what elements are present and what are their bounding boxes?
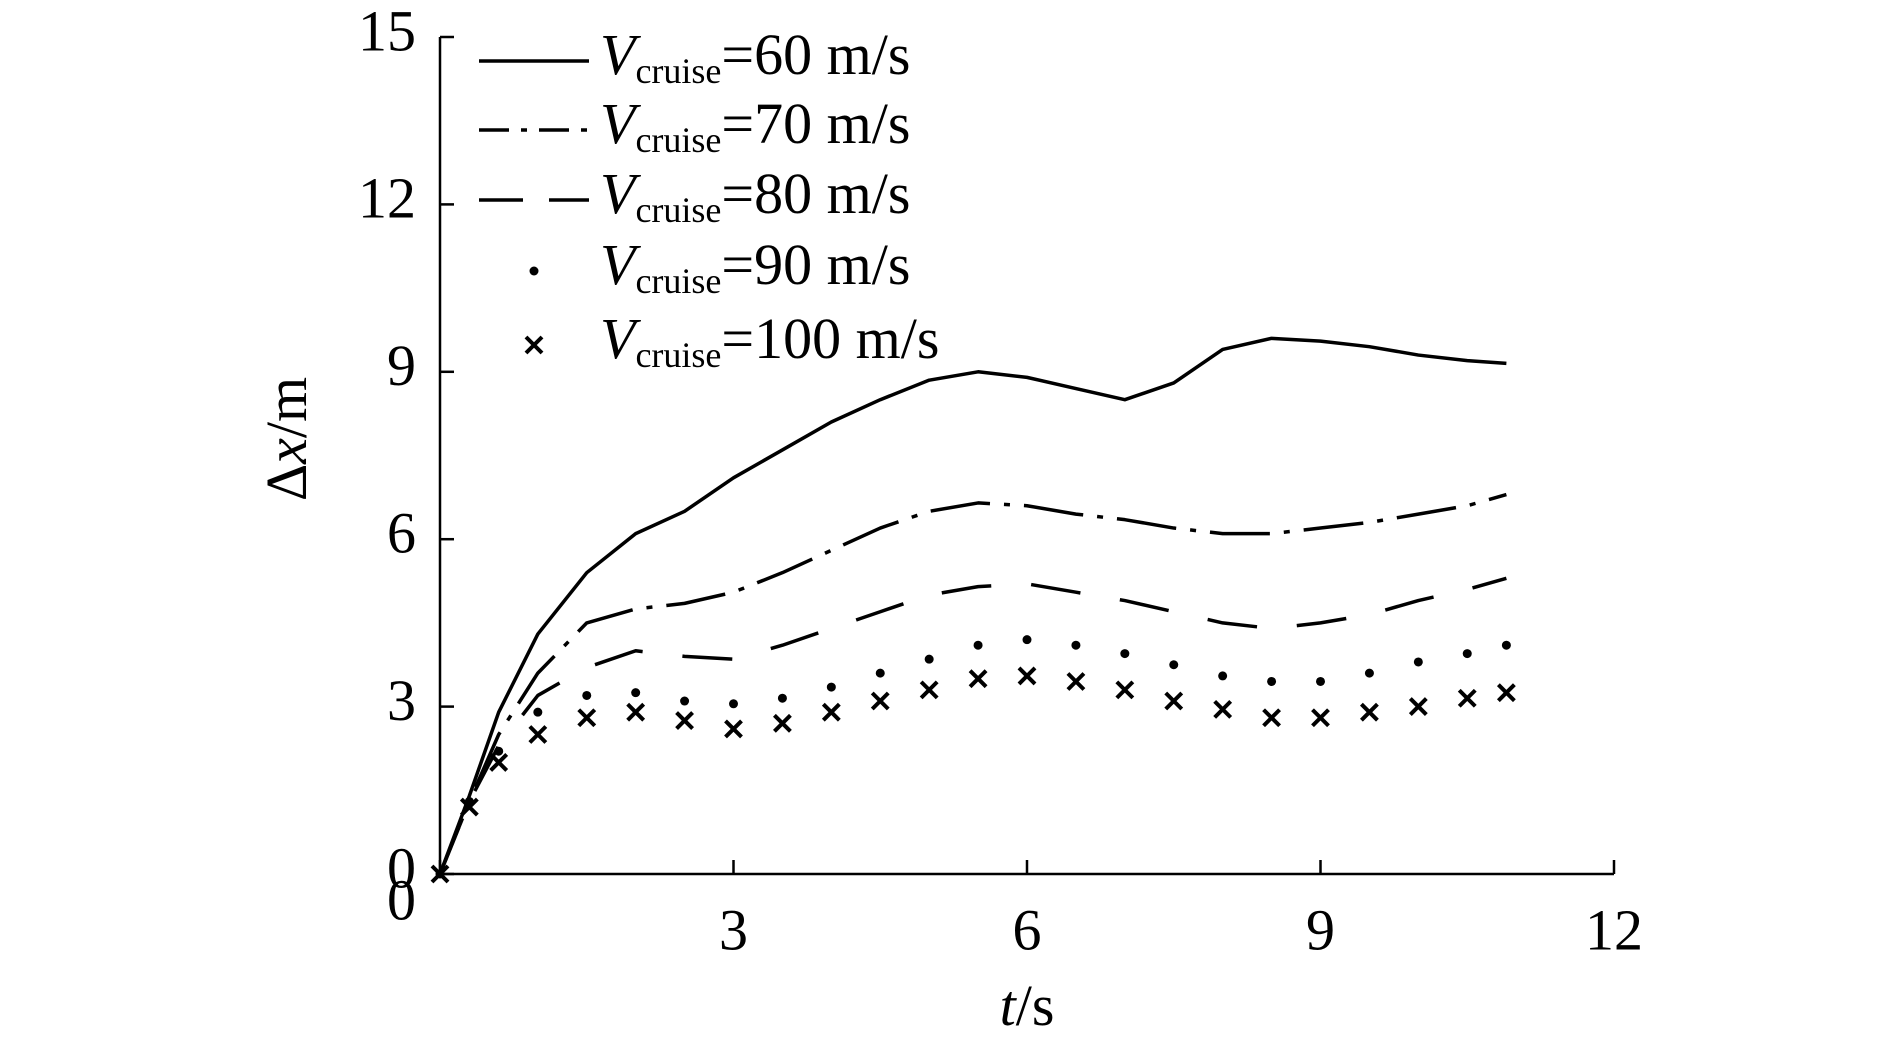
y-tick-label: 3 — [387, 668, 416, 733]
x-marker — [459, 797, 479, 817]
dot-marker — [729, 699, 738, 709]
dot-marker — [1501, 640, 1511, 650]
x-marker — [773, 713, 792, 733]
x-marker — [919, 680, 939, 700]
y-tick-label: 15 — [358, 0, 416, 63]
y-tick-label: 0 — [387, 835, 416, 900]
x-marker — [1115, 680, 1135, 700]
x-axis-label: t/s — [1000, 973, 1055, 1038]
x-marker — [1262, 708, 1281, 728]
x-tick-label: 12 — [1585, 897, 1643, 962]
legend-label: Vcruise=70 m/s — [600, 91, 910, 160]
x-marker — [1496, 683, 1516, 703]
legend-label: Vcruise=90 m/s — [600, 232, 910, 301]
legend-swatch — [529, 266, 539, 276]
x-tick-label: 0 — [387, 867, 416, 932]
legend-swatch — [524, 335, 544, 355]
dot-marker — [1022, 635, 1032, 645]
dot-marker — [680, 696, 690, 706]
dot-marker — [973, 640, 983, 650]
series-line — [438, 336, 1507, 875]
series-line — [438, 576, 1507, 875]
x-marker — [1213, 699, 1233, 719]
legend-label: Vcruise=60 m/s — [600, 22, 910, 91]
y-axis-label: Δx/m — [254, 377, 319, 501]
legend-label: Vcruise=100 m/s — [600, 306, 939, 375]
dot-marker — [494, 746, 504, 756]
y-tick-label: 9 — [387, 333, 416, 398]
dot-marker — [533, 707, 543, 717]
x-marker — [675, 711, 694, 730]
x-marker — [1360, 702, 1379, 722]
x-marker — [577, 708, 597, 728]
dot-marker — [631, 688, 641, 698]
x-marker — [489, 752, 509, 772]
x-marker — [1017, 666, 1037, 686]
x-tick-label: 3 — [719, 897, 748, 962]
x-marker — [1164, 691, 1184, 711]
dot-marker — [924, 654, 934, 664]
x-marker — [1066, 672, 1086, 691]
legend-label: Vcruise=80 m/s — [600, 161, 910, 230]
dot-marker — [1071, 640, 1081, 650]
x-marker — [870, 691, 890, 711]
x-tick-label: 9 — [1306, 897, 1335, 962]
dot-marker — [777, 693, 787, 703]
dot-marker — [1218, 671, 1228, 681]
dot-marker — [826, 682, 836, 692]
dot-marker — [1120, 649, 1130, 659]
dot-marker — [1462, 649, 1472, 659]
x-marker — [1408, 697, 1428, 717]
x-tick-label: 6 — [1013, 897, 1042, 962]
dot-marker — [1169, 660, 1179, 670]
x-marker — [626, 702, 646, 722]
y-tick-label: 12 — [358, 166, 416, 231]
dot-marker — [1413, 657, 1423, 667]
x-marker — [1311, 708, 1330, 728]
y-tick-label: 6 — [387, 501, 416, 566]
x-marker — [821, 702, 841, 722]
x-marker — [528, 725, 548, 744]
dot-marker — [1364, 668, 1374, 678]
dot-marker — [1267, 676, 1277, 686]
dot-marker — [875, 668, 885, 678]
x-marker — [968, 669, 988, 689]
x-marker — [724, 719, 743, 739]
x-marker — [430, 864, 450, 884]
dot-marker — [1316, 676, 1325, 686]
series-line — [438, 492, 1507, 875]
dot-marker — [582, 690, 592, 700]
x-marker — [1457, 688, 1477, 708]
